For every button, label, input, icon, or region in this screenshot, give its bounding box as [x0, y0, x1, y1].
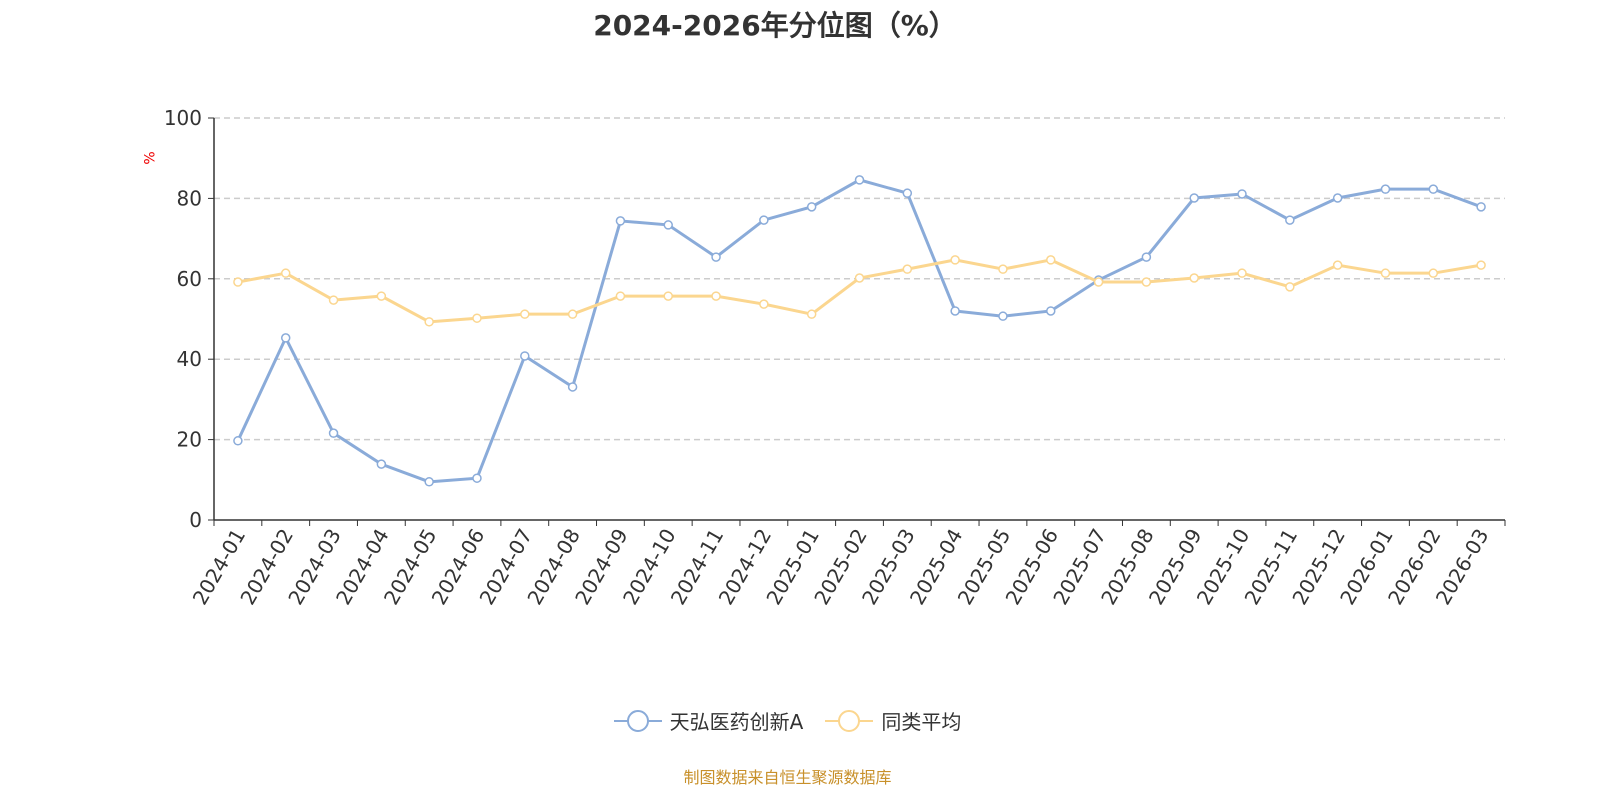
data-point-0 — [1141, 252, 1152, 262]
data-point-0 — [854, 175, 865, 185]
y-tick-label: 20 — [177, 428, 202, 452]
y-tick-label: 100 — [164, 106, 202, 130]
data-point-0 — [615, 216, 626, 226]
data-point-1 — [854, 273, 865, 283]
data-point-1 — [1476, 260, 1486, 270]
data-point-1 — [998, 264, 1008, 274]
legend: 天弘医药创新A 同类平均 — [0, 706, 1575, 735]
data-point-1 — [950, 255, 960, 265]
data-point-1 — [376, 291, 387, 301]
data-point-1 — [1380, 268, 1391, 278]
y-tick-label: 40 — [177, 347, 202, 371]
data-point-0 — [1476, 202, 1486, 212]
series-line-1 — [237, 258, 1482, 324]
data-point-1 — [1285, 282, 1295, 292]
chart-title: 2024-2026年分位图（%） — [593, 9, 957, 42]
data-point-0 — [520, 351, 530, 361]
data-point-0 — [663, 220, 673, 230]
data-point-0 — [328, 428, 339, 438]
data-point-0 — [567, 382, 578, 392]
legend-item-average[interactable]: 同类平均 — [825, 706, 961, 735]
data-point-1 — [1428, 268, 1439, 278]
source-note: 制图数据来自恒生聚源数据库 — [683, 768, 892, 787]
data-point-1 — [1093, 277, 1104, 287]
data-point-0 — [233, 436, 243, 446]
legend-marker-average — [825, 709, 874, 732]
data-point-1 — [1332, 260, 1343, 270]
data-point-0 — [1285, 215, 1295, 225]
data-point-1 — [1189, 273, 1199, 283]
data-point-1 — [520, 309, 530, 319]
data-point-0 — [1332, 193, 1343, 203]
data-point-1 — [902, 264, 913, 274]
data-point-1 — [615, 291, 626, 301]
data-point-1 — [1046, 255, 1056, 265]
data-point-1 — [567, 309, 578, 319]
data-point-0 — [1189, 193, 1199, 203]
data-point-0 — [424, 477, 434, 487]
legend-marker-fund — [613, 709, 662, 732]
data-point-0 — [902, 188, 913, 198]
data-point-1 — [1141, 277, 1152, 287]
data-point-1 — [424, 317, 434, 327]
y-tick-label: 80 — [177, 186, 202, 210]
data-point-1 — [1237, 268, 1247, 278]
legend-label-fund: 天弘医药创新A — [669, 710, 804, 734]
legend-item-fund[interactable]: 天弘医药创新A — [613, 706, 804, 735]
data-point-0 — [1046, 306, 1056, 316]
data-point-0 — [806, 202, 817, 212]
data-point-0 — [711, 252, 721, 262]
data-point-1 — [711, 291, 721, 301]
data-point-0 — [1237, 189, 1247, 199]
data-point-1 — [233, 277, 243, 287]
data-point-0 — [280, 333, 291, 343]
data-point-0 — [998, 311, 1008, 321]
data-point-0 — [1380, 184, 1391, 194]
series-line-0 — [236, 178, 1482, 484]
data-point-1 — [280, 268, 291, 278]
legend-label-average: 同类平均 — [881, 710, 962, 734]
data-point-0 — [1428, 184, 1439, 194]
data-point-0 — [950, 306, 960, 316]
y-tick-label: 0 — [189, 508, 202, 532]
y-tick-label: 60 — [177, 267, 202, 291]
data-point-0 — [376, 459, 387, 469]
data-point-1 — [663, 291, 673, 301]
data-point-1 — [759, 299, 769, 309]
data-point-0 — [472, 473, 482, 483]
data-point-1 — [806, 309, 817, 319]
data-point-1 — [328, 295, 339, 305]
data-point-1 — [472, 313, 482, 323]
data-point-0 — [759, 215, 769, 225]
